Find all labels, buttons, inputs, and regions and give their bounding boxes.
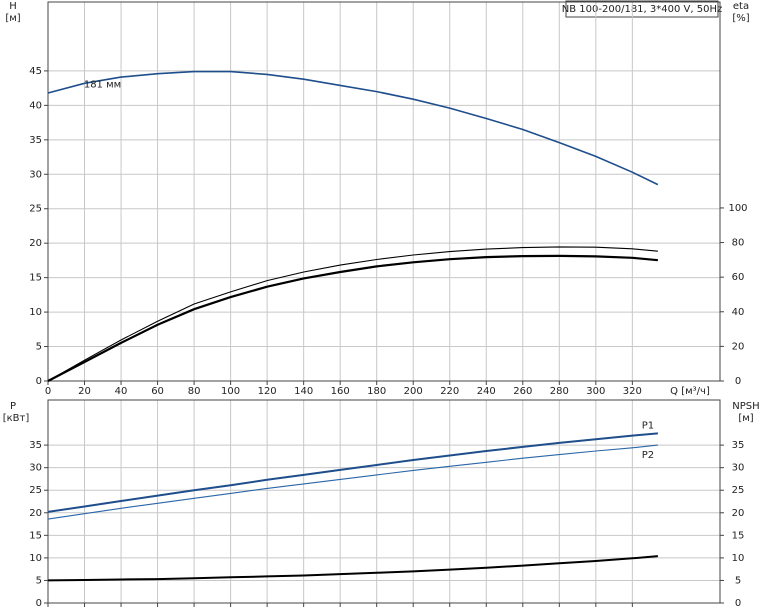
x-tick-label: 40 [115, 386, 128, 397]
y-tick-label: 0 [36, 376, 42, 387]
y2-tick-label: 35 [732, 440, 745, 451]
x-tick-label: 240 [477, 386, 496, 397]
y-tick-label: 45 [29, 66, 42, 77]
x-tick-label: 260 [513, 386, 532, 397]
y-axis-unit: [кВт] [3, 413, 30, 424]
x-tick-label: 300 [586, 386, 605, 397]
curve [47, 432, 658, 513]
y2-axis-label: eta [733, 1, 749, 12]
y2-tick-label: 10 [732, 553, 745, 564]
x-tick-label: 200 [404, 386, 423, 397]
y-tick-label: 15 [29, 530, 42, 541]
y-axis-label: P [10, 401, 16, 412]
curve-label: P1 [642, 420, 654, 431]
y-tick-label: 20 [29, 508, 42, 519]
y-tick-label: 25 [29, 204, 42, 215]
y2-tick-label: 60 [732, 272, 745, 283]
y-tick-label: 40 [29, 100, 42, 111]
x-tick-label: 220 [440, 386, 459, 397]
y-tick-label: 5 [36, 575, 42, 586]
curve [47, 246, 658, 382]
y2-tick-label: 30 [732, 463, 745, 474]
y-axis-unit: [м] [5, 13, 20, 24]
y2-tick-label: 20 [732, 508, 745, 519]
plot-frame [47, 399, 721, 604]
y-tick-label: 30 [29, 169, 42, 180]
y2-tick-label: 40 [732, 307, 745, 318]
curve [47, 444, 658, 520]
y-tick-label: 35 [29, 135, 42, 146]
curve [47, 555, 658, 582]
curve [47, 70, 659, 186]
y2-tick-label: 80 [732, 238, 745, 249]
y2-tick-label: 5 [735, 575, 741, 586]
plot-frame [47, 1, 721, 382]
y2-tick-label: 0 [735, 376, 741, 387]
y-tick-label: 15 [29, 273, 42, 284]
y2-tick-label: 25 [732, 485, 745, 496]
x-tick-label: 100 [221, 386, 240, 397]
title-box [565, 0, 719, 18]
x-tick-label: 320 [623, 386, 642, 397]
x-tick-label: 120 [258, 386, 277, 397]
y-tick-label: 5 [36, 342, 42, 353]
curve-label: P2 [642, 450, 654, 461]
y-tick-label: 10 [29, 553, 42, 564]
y2-tick-label: 20 [732, 341, 745, 352]
curve [47, 254, 659, 382]
y2-tick-label: 100 [728, 203, 747, 214]
x-tick-label: 20 [78, 386, 91, 397]
x-tick-label: 80 [188, 386, 201, 397]
x-axis-label: Q [м³/ч] [670, 386, 710, 397]
x-tick-label: 160 [331, 386, 350, 397]
x-tick-label: 180 [367, 386, 386, 397]
chart-title: NB 100-200/181, 3*400 V, 50Hz [562, 4, 722, 15]
y2-tick-label: 0 [735, 598, 741, 609]
y2-tick-label: 15 [732, 530, 745, 541]
y-tick-label: 25 [29, 485, 42, 496]
x-tick-label: 60 [151, 386, 164, 397]
y-tick-label: 0 [36, 598, 42, 609]
y-tick-label: 30 [29, 463, 42, 474]
y2-axis-unit: [%] [732, 13, 749, 24]
curve-annotation: 181 мм [84, 79, 121, 90]
x-tick-label: 0 [45, 386, 51, 397]
y-tick-label: 10 [29, 307, 42, 318]
y-tick-label: 35 [29, 440, 42, 451]
y2-axis-label: NPSH [732, 401, 759, 412]
y2-axis-unit: [м] [738, 413, 753, 424]
y-axis-label: H [9, 1, 17, 12]
x-tick-label: 280 [550, 386, 569, 397]
x-tick-label: 140 [294, 386, 313, 397]
y-tick-label: 20 [29, 238, 42, 249]
